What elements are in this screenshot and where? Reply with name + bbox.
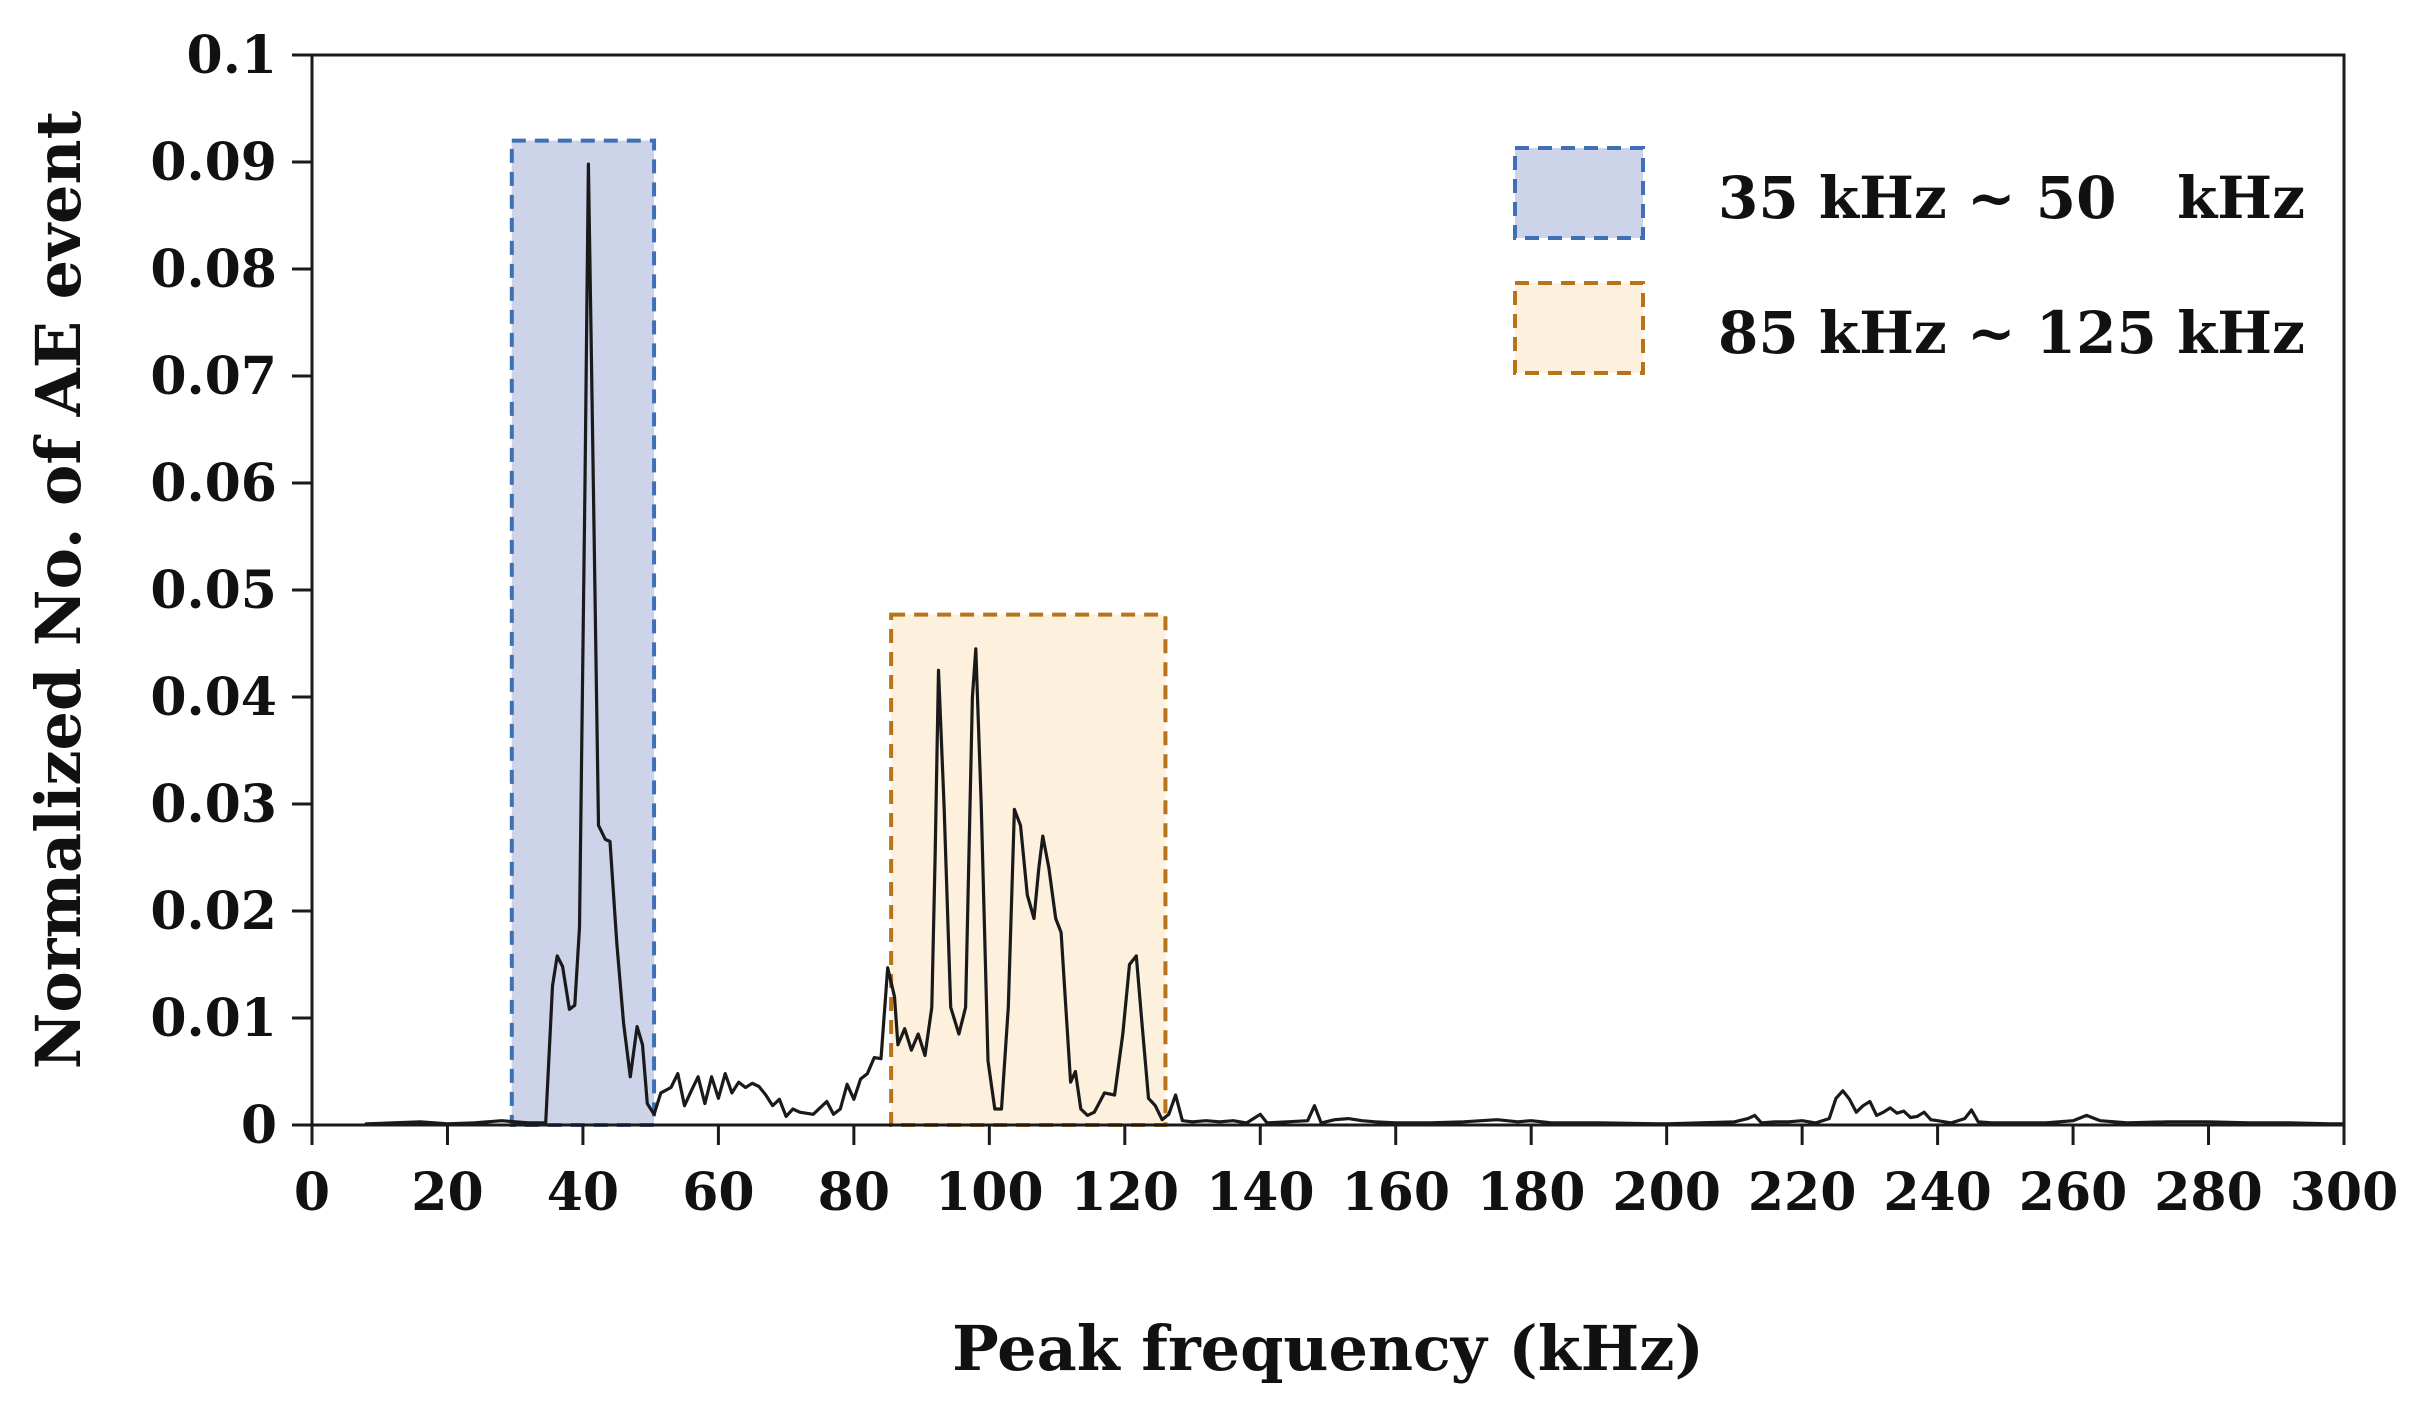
- band-high-band: [889, 612, 1168, 1127]
- y-tick-label: 0.09: [150, 132, 277, 193]
- x-tick-label: 160: [1341, 1162, 1450, 1223]
- x-tick-label: 20: [411, 1162, 483, 1223]
- y-tick-label: 0.07: [150, 346, 277, 407]
- x-tick-label: 220: [1748, 1162, 1857, 1223]
- y-tick-label: 0.1: [187, 25, 277, 86]
- series-line-0: [364, 162, 2346, 1126]
- y-tick-label: 0.05: [150, 560, 277, 621]
- x-axis-label: Peak frequency (kHz): [952, 1312, 1704, 1385]
- x-tick-label: 40: [547, 1162, 619, 1223]
- x-axis: 0 20 40 60 80 100 120 140 160 180 200 220 240 260 280 3…: [294, 1125, 2398, 1223]
- y-tick-label: 0.06: [150, 453, 277, 514]
- x-tick-label: 80: [818, 1162, 890, 1223]
- x-tick-label: 260: [2019, 1162, 2128, 1223]
- legend-item-low-band: 35 kHz ~ 50 kHz: [1513, 146, 2305, 240]
- x-tick-label: 240: [1883, 1162, 1992, 1223]
- y-tick-label: 0.03: [150, 774, 277, 835]
- highlight-bands: [509, 138, 1168, 1128]
- x-tick-label: 60: [682, 1162, 754, 1223]
- y-axis-label: Normalized No. of AE event: [22, 110, 95, 1069]
- y-tick-label: 0.01: [150, 988, 277, 1049]
- x-tick-label: 0: [294, 1162, 330, 1223]
- x-tick-label: 280: [2154, 1162, 2263, 1223]
- legend-label-high-band: 85 kHz ~ 125 kHz: [1718, 299, 2305, 367]
- x-tick-label: 120: [1071, 1162, 1180, 1223]
- y-tick-label: 0.08: [150, 239, 277, 300]
- x-tick-label: 140: [1206, 1162, 1315, 1223]
- legend-item-high-band: 85 kHz ~ 125 kHz: [1513, 281, 2305, 375]
- series-layer: [364, 162, 2346, 1126]
- legend-swatch-high-band: [1513, 281, 1645, 375]
- y-tick-label: 0: [241, 1095, 277, 1156]
- legend-label-low-band: 35 kHz ~ 50 kHz: [1718, 164, 2305, 232]
- y-tick-label: 0.04: [150, 667, 277, 728]
- x-tick-label: 200: [1612, 1162, 1721, 1223]
- x-tick-label: 180: [1477, 1162, 1586, 1223]
- x-tick-label: 100: [935, 1162, 1044, 1223]
- legend: 35 kHz ~ 50 kHz 85 kHz ~ 125 kHz: [1513, 146, 2305, 375]
- y-tick-label: 0.02: [150, 881, 277, 942]
- legend-swatch-low-band: [1513, 146, 1645, 240]
- y-axis: 0 0.01 0.02 0.03 0.04 0.05 0.06 0.07 0.08 0.09 0.1: [150, 25, 312, 1156]
- x-tick-label: 300: [2290, 1162, 2399, 1223]
